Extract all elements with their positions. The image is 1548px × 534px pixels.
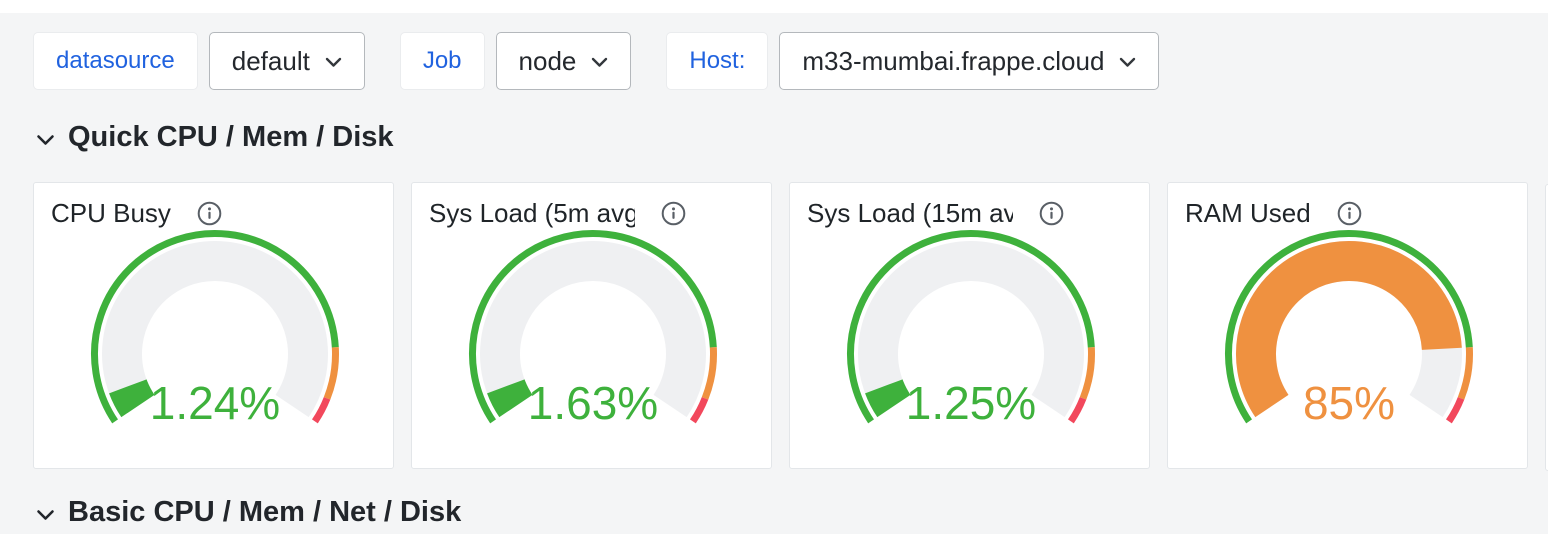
gauge-value-arc: [109, 378, 155, 418]
partial-panel-edge: [1545, 184, 1548, 471]
gauge-value-text: 85%: [1303, 377, 1395, 429]
job-dropdown[interactable]: node: [495, 32, 632, 90]
panel-sys-load-15m-avg: Sys Load (15m avg) 1.25%: [789, 182, 1150, 469]
gauge-threshold-segment: [469, 230, 717, 424]
variable-job: Job node: [399, 32, 632, 90]
gauge-threshold-segment: [1445, 397, 1465, 424]
gauge-threshold-segment: [323, 347, 339, 400]
datasource-dropdown[interactable]: default: [208, 32, 365, 90]
section-row-quick-cpu-mem-disk[interactable]: Quick CPU / Mem / Disk: [36, 121, 1548, 154]
section-title: Quick CPU / Mem / Disk: [68, 121, 394, 153]
chevron-down-icon: [325, 57, 342, 67]
gauge-value-text: 1.24%: [150, 377, 280, 429]
gauge-threshold-segment: [847, 230, 1095, 424]
datasource-value: default: [231, 45, 310, 76]
panel-title[interactable]: RAM Used: [1185, 197, 1311, 228]
host-label-text: Host:: [689, 47, 746, 74]
info-icon[interactable]: [1039, 201, 1064, 226]
panel-title[interactable]: Sys Load (15m avg): [807, 197, 1013, 228]
panel-title[interactable]: Sys Load (5m avg): [429, 197, 635, 228]
info-icon[interactable]: [661, 201, 686, 226]
chevron-down-icon: [37, 134, 54, 145]
section-row-basic-cpu-mem-net-disk[interactable]: Basic CPU / Mem / Net / Disk: [36, 496, 1548, 529]
gauge-threshold-segment: [1067, 397, 1087, 424]
panel-header: RAM Used: [1168, 183, 1527, 228]
gauge-threshold-segment: [1079, 347, 1095, 400]
job-label: Job: [399, 32, 485, 90]
gauge-threshold-segment: [311, 397, 331, 424]
gauge-panels-row: CPU Busy 1.24% Sys Load (5m avg) 1.63% Sys L…: [33, 182, 1528, 469]
host-dropdown[interactable]: m33-mumbai.frappe.cloud: [779, 32, 1160, 90]
panel-cpu-busy: CPU Busy 1.24%: [33, 182, 394, 469]
gauge-value-text: 1.25%: [906, 377, 1036, 429]
info-icon[interactable]: [1337, 201, 1362, 226]
panel-ram-used: RAM Used 85%: [1167, 182, 1528, 469]
variables-toolbar: datasource default Job node Host: m33-mu…: [33, 32, 1548, 90]
top-strip: [0, 0, 1548, 13]
panel-header: Sys Load (5m avg): [412, 183, 771, 228]
variable-datasource: datasource default: [33, 32, 365, 90]
panel-header: Sys Load (15m avg): [790, 183, 1149, 228]
chevron-down-icon: [37, 509, 54, 520]
gauge-chart: 85%: [1225, 230, 1473, 429]
datasource-label-text: datasource: [56, 47, 175, 74]
datasource-label: datasource: [33, 32, 198, 90]
gauge-value-text: 1.63%: [528, 377, 658, 429]
job-label-text: Job: [422, 47, 462, 74]
variable-host: Host: m33-mumbai.frappe.cloud: [666, 32, 1160, 90]
info-icon[interactable]: [197, 201, 222, 226]
gauge-threshold-segment: [91, 230, 339, 424]
panel-title[interactable]: CPU Busy: [51, 197, 171, 228]
gauge-threshold-segment: [1225, 230, 1473, 424]
gauge-threshold-segment: [689, 397, 709, 424]
panel-sys-load-5m-avg: Sys Load (5m avg) 1.63%: [411, 182, 772, 469]
panel-header: CPU Busy: [34, 183, 393, 228]
gauge-chart: 1.63%: [469, 230, 717, 429]
job-value: node: [518, 45, 577, 76]
host-value: m33-mumbai.frappe.cloud: [802, 45, 1105, 76]
gauge-chart: 1.25%: [847, 230, 1095, 429]
host-label: Host:: [666, 32, 769, 90]
gauge-chart: 1.24%: [91, 230, 339, 429]
chevron-down-icon: [592, 57, 608, 67]
chevron-down-icon: [1120, 57, 1136, 67]
gauge-threshold-segment: [1457, 347, 1473, 400]
gauge-threshold-segment: [701, 347, 717, 400]
gauge-value-arc: [1236, 241, 1462, 418]
section-title: Basic CPU / Mem / Net / Disk: [68, 496, 462, 528]
gauge-value-arc: [487, 378, 533, 418]
gauge-value-arc: [865, 378, 911, 418]
